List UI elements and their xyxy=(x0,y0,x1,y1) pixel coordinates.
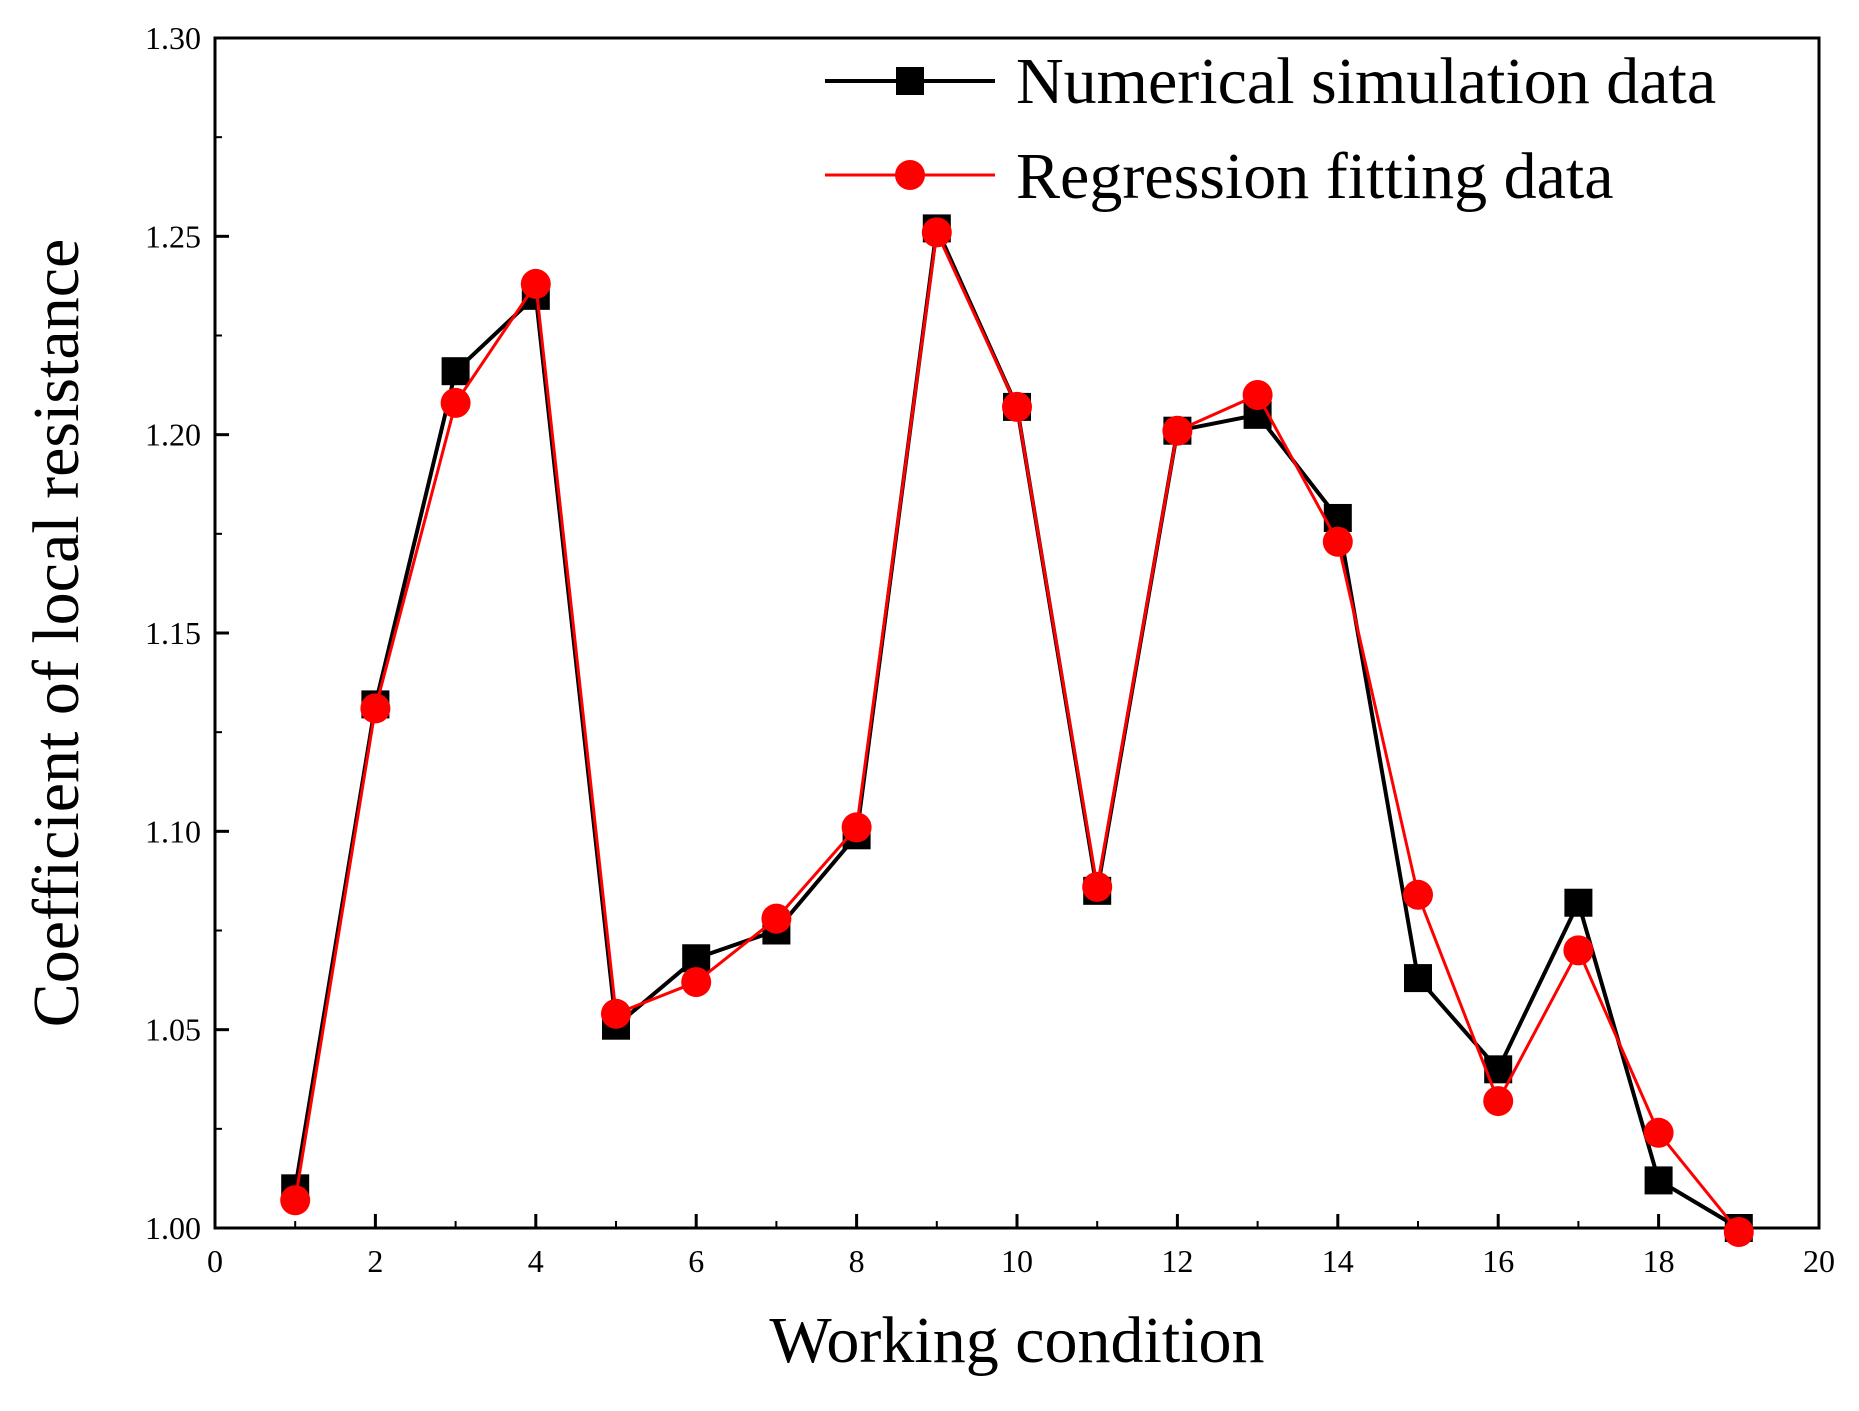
y-tick-label: 1.30 xyxy=(145,20,201,56)
numerical-simulation-point xyxy=(1564,888,1593,917)
numerical-simulation-point xyxy=(1644,1166,1673,1195)
regression-fitting-point xyxy=(761,903,792,934)
regression-fitting-point xyxy=(921,217,952,248)
x-tick-label: 2 xyxy=(367,1243,383,1279)
regression-fitting-point xyxy=(1403,879,1433,910)
x-axis-title: Working condition xyxy=(769,1304,1264,1377)
numerical-simulation-point xyxy=(441,357,470,386)
x-tick-label: 10 xyxy=(1001,1243,1033,1279)
regression-fitting-point xyxy=(1002,391,1032,422)
y-axis-title: Coefficient of local resistance xyxy=(20,239,93,1028)
series-layer xyxy=(280,214,1754,1247)
x-tick-label: 0 xyxy=(207,1243,223,1279)
y-tick-label: 1.15 xyxy=(145,615,201,651)
legend-marker-square xyxy=(896,67,924,95)
plot-frame xyxy=(213,36,1821,1230)
legend-label-numerical: Numerical simulation data xyxy=(1016,45,1716,118)
x-tick-label: 12 xyxy=(1161,1243,1193,1279)
x-tick-label: 6 xyxy=(688,1243,704,1279)
x-tick-label: 20 xyxy=(1803,1243,1835,1279)
regression-fitting-point xyxy=(1322,526,1353,557)
regression-fitting-point xyxy=(1643,1117,1674,1148)
y-axis-ticks: 1.00 1.05 1.10 1.15 1.20 1.25 1.30 xyxy=(145,20,229,1246)
legend-marker-circle xyxy=(895,160,925,190)
legend: Numerical simulation data Regression fit… xyxy=(825,45,1716,213)
numerical-simulation-line xyxy=(293,226,1740,1230)
x-axis-ticks: 0 2 4 6 8 10 12 14 16 18 20 xyxy=(207,1214,1835,1279)
y-tick-label: 1.25 xyxy=(145,218,201,254)
x-tick-label: 14 xyxy=(1322,1243,1354,1279)
regression-fitting-point xyxy=(601,998,631,1029)
regression-fitting-point xyxy=(1723,1216,1754,1247)
regression-fitting-point xyxy=(681,967,712,998)
y-tick-label: 1.05 xyxy=(145,1012,201,1048)
regression-fitting-point xyxy=(1082,871,1113,902)
regression-fitting-point xyxy=(1563,935,1594,966)
regression-fitting-point xyxy=(1162,415,1193,446)
regression-fitting-point xyxy=(440,387,471,418)
regression-fitting-point xyxy=(360,693,391,724)
y-tick-label: 1.00 xyxy=(145,1210,201,1246)
numerical-simulation-point xyxy=(1404,964,1432,993)
y-tick-label: 1.20 xyxy=(145,417,201,453)
x-tick-label: 8 xyxy=(849,1243,865,1279)
regression-fitting-point xyxy=(280,1185,311,1216)
x-tick-label: 18 xyxy=(1643,1243,1675,1279)
x-tick-label: 4 xyxy=(528,1243,544,1279)
regression-fitting-line xyxy=(293,230,1740,1233)
regression-fitting-point xyxy=(841,812,872,843)
regression-fitting-point xyxy=(1483,1086,1514,1117)
legend-label-regression: Regression fitting data xyxy=(1016,140,1614,213)
y-tick-label: 1.10 xyxy=(145,813,201,849)
x-tick-label: 16 xyxy=(1482,1243,1514,1279)
regression-fitting-point xyxy=(520,268,551,299)
regression-fitting-point xyxy=(1242,380,1273,410)
